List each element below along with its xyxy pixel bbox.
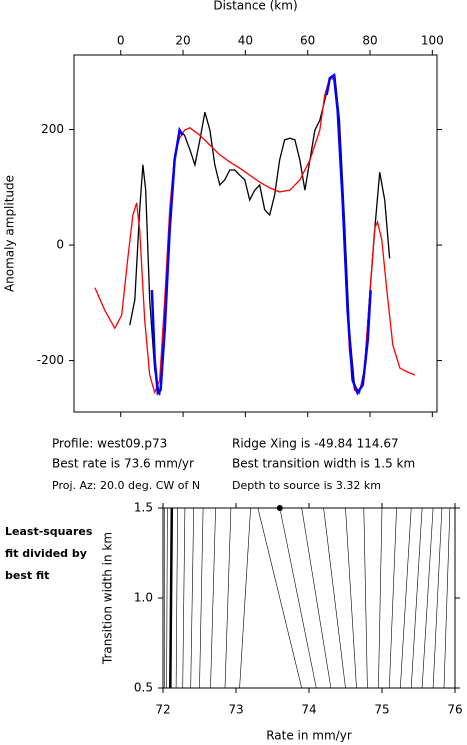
data-line [400,507,412,689]
data-line [190,507,194,689]
data-line [239,507,251,689]
annotation: Best transition width is 1.5 km [232,457,415,471]
x-tick-label: 0 [117,34,125,48]
x-tick-label: 72 [155,703,170,717]
data-line [345,507,357,689]
x-tick-label: 40 [238,34,253,48]
data-line [224,507,232,689]
data-line [279,507,317,689]
data-line [210,507,216,689]
x-tick-label: 76 [447,703,462,717]
data-line [301,507,332,689]
x-axis-label: Distance (km) [213,0,297,13]
note: Least-squares [5,525,93,538]
best-point [276,505,283,511]
data-line [432,507,443,689]
y-tick-label: 1.0 [134,591,153,605]
y-tick-label: -200 [37,353,64,367]
data-line [257,507,302,689]
data-line [169,507,174,689]
note: best fit [5,569,49,582]
y-axis-label: Transition width in km [101,532,115,665]
x-tick-label: 20 [175,34,190,48]
y-axis-label: Anomaly amplitude [3,175,17,292]
annotation: Ridge Xing is -49.84 114.67 [232,437,399,451]
x-tick-label: 60 [300,34,315,48]
annotation: Depth to source is 3.32 km [232,479,381,492]
data-line [323,507,346,689]
y-tick-label: 0 [56,238,64,252]
data-line [363,507,368,689]
data-line [182,507,186,689]
data-line [443,507,451,689]
plot-frame [73,54,438,413]
data-line [378,507,383,689]
x-tick-label: 100 [421,34,444,48]
x-tick-label: 80 [362,34,377,48]
annotation: Best rate is 73.6 mm/yr [52,457,194,471]
data-line [199,507,204,689]
data-line [389,507,397,689]
x-tick-label: 73 [228,703,243,717]
data-line [166,507,168,689]
y-tick-label: 1.5 [134,501,153,515]
y-tick-label: 200 [41,122,64,136]
data-line [421,507,434,689]
annotation: Proj. Az: 20.0 deg. CW of N [52,479,200,492]
data-line [175,507,178,689]
y-tick-label: 0.5 [134,681,153,695]
x-tick-label: 75 [374,703,389,717]
data-line [150,72,372,396]
note: fit divided by [5,547,87,560]
x-tick-label: 74 [301,703,316,717]
data-line [410,507,423,689]
x-axis-label: Rate in mm/yr [266,729,352,743]
annotation: Profile: west09.p73 [52,437,167,451]
